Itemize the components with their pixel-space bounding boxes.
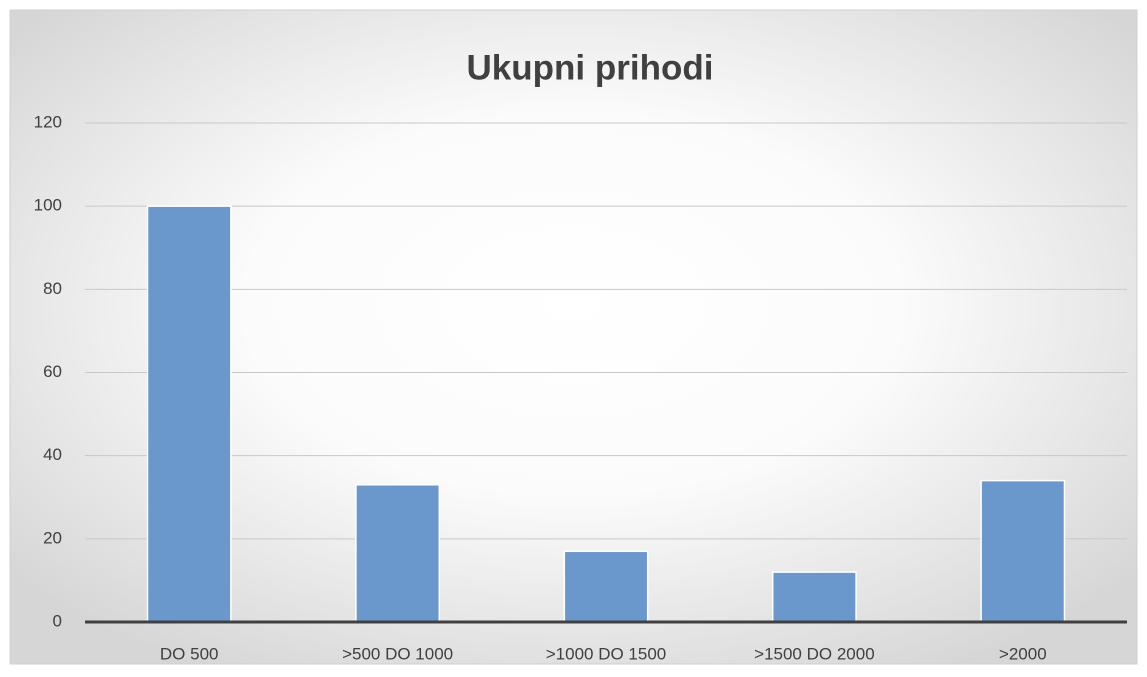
- y-tick-label: 20: [43, 528, 62, 547]
- y-tick-label: 60: [43, 362, 62, 381]
- x-tick-label: >1000 DO 1500: [546, 644, 667, 663]
- bar: [771, 571, 857, 623]
- bar: [980, 479, 1066, 623]
- bar: [563, 550, 649, 623]
- y-tick-label: 80: [43, 279, 62, 298]
- x-tick-label: >2000: [999, 644, 1047, 663]
- chart-title: Ukupni prihodi: [467, 48, 714, 87]
- x-tick-label: DO 500: [160, 644, 219, 663]
- y-tick-label: 120: [34, 112, 62, 131]
- bar: [146, 205, 232, 623]
- bar: [355, 484, 441, 623]
- x-tick-label: >1500 DO 2000: [754, 644, 875, 663]
- y-tick-label: 40: [43, 445, 62, 464]
- x-tick-label: >500 DO 1000: [342, 644, 453, 663]
- y-tick-label: 100: [34, 196, 62, 215]
- y-tick-label: 0: [53, 611, 62, 630]
